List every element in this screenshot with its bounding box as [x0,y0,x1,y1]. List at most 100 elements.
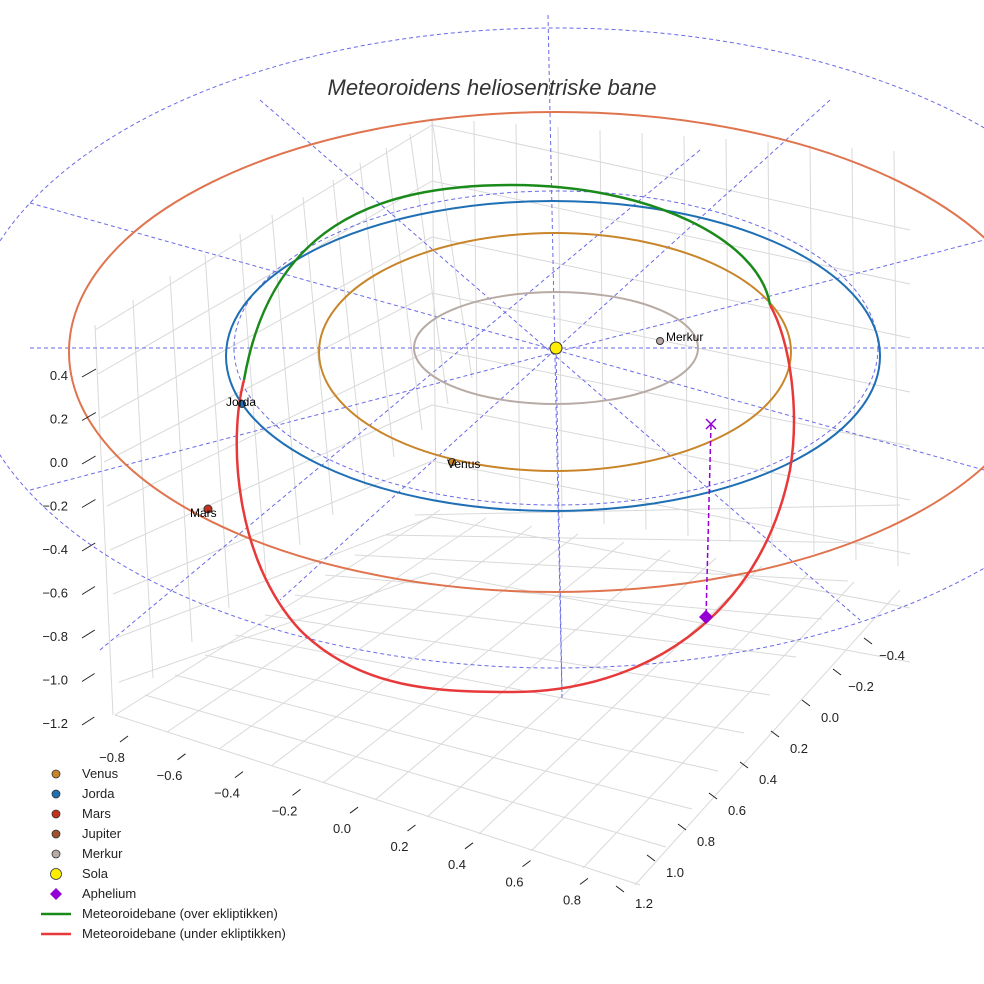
planet-label-earth: Jorda [226,395,256,409]
meteoroid-orbit-below [235,304,796,694]
y-tick-mark [801,699,811,707]
legend-marker [51,789,61,799]
legend-item: Meteoroidebane (over ekliptikken) [38,904,286,924]
grid-line [264,614,771,696]
grid-line [97,180,433,375]
grid-line [431,117,437,501]
planet-label-mercury: Merkur [666,330,703,344]
earth-orbit [225,200,881,512]
mars-orbit [68,111,984,593]
chart-title: Meteoroidens heliosentriske bane [328,75,657,100]
y-tick-mark [708,792,718,800]
grid-line [414,504,901,516]
planet-label-venus: Venus [447,457,480,471]
x-tick-mark [349,806,359,814]
grid-line [302,196,334,516]
grid-line [599,129,605,525]
x-tick-mark [464,842,474,850]
z-tick-label: −1.2 [42,716,68,731]
z-tick-label: −0.6 [42,586,68,601]
z-tick-mark [81,368,97,378]
venus-marker [448,458,456,466]
reference-line [29,239,984,491]
grid-line [431,236,911,339]
y-tick-mark [863,637,873,645]
grid-line [144,694,667,848]
grid-line [530,573,809,852]
grid-line [431,516,911,609]
z-tick-label: 0.4 [50,368,68,383]
y-tick-mark [770,730,780,738]
grid-line [218,525,533,750]
grid-line [112,460,433,595]
y-tick-mark [677,823,687,831]
grid-line [103,292,433,463]
y-tick-label: −0.4 [879,648,905,663]
grid-line [431,119,473,379]
grid-line [204,654,719,772]
grid-line [557,126,563,519]
x-tick-label: 0.6 [505,875,523,890]
grid-line [354,554,849,582]
z-tick-label: −0.2 [42,499,68,514]
mercury-orbit [413,291,699,405]
legend-label: Meteoroidebane (under ekliptikken) [82,926,286,941]
grid-line [767,141,773,549]
reference-line [547,14,563,701]
meteoroid-orbit-above [242,183,772,381]
legend-label: Venus [82,766,119,781]
grid-line [239,233,267,577]
grid-line [169,275,193,643]
grid-line [294,594,797,658]
x-tick-mark [234,771,244,778]
y-tick-label: 0.2 [790,741,808,756]
legend-item: Mars [38,804,286,824]
grid-line [409,133,449,405]
x-tick-label: 0.0 [333,821,351,836]
mars-marker [203,504,213,514]
legend-label: Jupiter [82,826,122,841]
aphelion-marker [699,610,713,624]
grid-line [234,634,745,734]
grid-line [374,549,671,801]
grid-line [100,236,433,419]
grid-line [725,138,731,543]
grid-line [641,132,647,531]
z-tick-mark [81,499,96,508]
x-tick-mark [292,789,301,796]
earth-marker [238,400,246,408]
legend-marker [51,829,61,839]
x-tick-label: 0.2 [390,839,408,854]
reference-line [259,99,861,621]
grid-line [109,404,433,551]
grid-line [94,324,114,716]
grid-layer [94,117,911,886]
grid-line [683,135,689,537]
z-tick-label: −0.4 [42,542,68,557]
reference-lines [0,14,984,701]
grid-line [94,124,433,331]
grid-line [384,534,875,544]
grid-line [851,147,857,561]
grid-line [431,460,911,555]
planet-label-mars: Mars [190,506,217,520]
grid-line [634,589,901,886]
x-tick-mark [407,824,416,832]
x-tick-label: 0.8 [563,892,581,907]
z-tick-mark [81,716,95,726]
legend-item: Jorda [38,784,286,804]
z-tick-mark [81,455,96,465]
orbit-layer [68,111,984,694]
grid-line [385,147,423,431]
grid-line [431,292,911,393]
tick-layer: 0.4 0.2 0.0 −0.2 −0.4 −0.6 −0.8 −1.0 −1.2 −0.8 −0.… [42,368,905,911]
legend-label: Jorda [82,786,115,801]
y-tick-label: 0.0 [821,710,839,725]
z-tick-label: 0.2 [50,412,68,427]
x-tick-mark [119,735,129,743]
legend-item: Meteoroidebane (under ekliptikken) [38,924,286,944]
grid-line [322,541,625,784]
grid-line [431,180,911,285]
legend-item: Sola [38,864,286,884]
grid-line [271,214,301,546]
